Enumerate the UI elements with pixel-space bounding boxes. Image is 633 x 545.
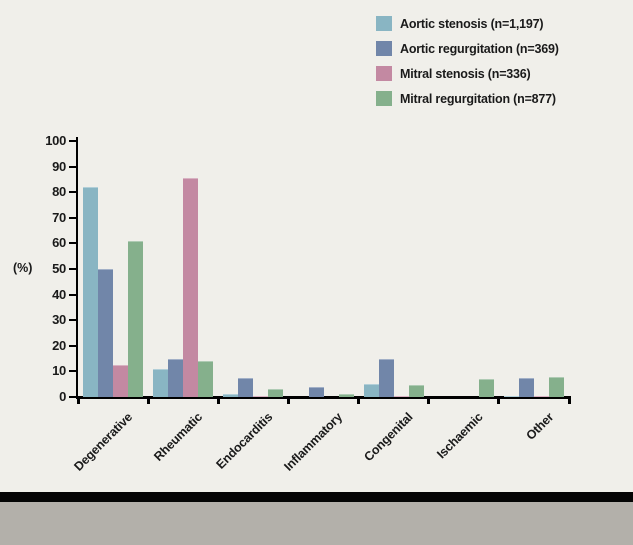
bar — [393, 395, 409, 397]
y-axis-tick — [69, 165, 76, 168]
bar — [83, 187, 99, 397]
x-axis-tick — [427, 396, 431, 404]
y-axis-tick — [69, 293, 76, 296]
bar — [478, 379, 494, 397]
y-axis-tick — [69, 370, 76, 373]
bar — [548, 376, 564, 397]
legend-label: Mitral stenosis (n=336) — [400, 66, 531, 81]
x-axis — [75, 396, 570, 399]
bar — [518, 377, 534, 397]
bar — [378, 358, 394, 397]
x-axis-category-label: Rheumatic — [151, 410, 206, 464]
bar — [338, 394, 354, 397]
bar — [408, 385, 424, 397]
y-axis-tick-label: 50 — [52, 261, 66, 276]
legend-label: Aortic stenosis (n=1,197) — [400, 16, 544, 31]
x-axis-category-label: Other — [523, 410, 556, 443]
bar — [308, 386, 324, 397]
x-axis-tick — [357, 396, 361, 404]
y-axis-tick-label: 100 — [45, 133, 66, 148]
bar — [363, 384, 379, 397]
bar — [113, 365, 129, 397]
y-axis-tick — [69, 140, 76, 142]
bar — [533, 395, 549, 397]
y-axis-tick-label: 10 — [52, 363, 66, 379]
y-axis-title: (%) — [13, 261, 33, 275]
x-axis-category-label: Endocarditis — [213, 410, 276, 472]
y-axis-tick — [69, 319, 76, 322]
bar — [238, 377, 254, 397]
y-axis-tick — [69, 242, 76, 245]
y-axis-tick-label: 70 — [52, 209, 66, 225]
bar — [198, 361, 214, 397]
x-axis-tick — [146, 396, 150, 404]
bar — [223, 394, 239, 397]
legend-swatch-icon — [376, 41, 392, 56]
y-axis-tick-label: 0 — [59, 389, 66, 404]
bar — [168, 358, 184, 397]
y-axis-tick — [69, 396, 76, 398]
x-axis-tick — [567, 396, 571, 404]
bar — [98, 269, 114, 397]
bar — [503, 395, 519, 397]
y-axis-tick-label: 20 — [52, 337, 66, 353]
bar — [183, 178, 199, 397]
y-axis-tick-label: 30 — [52, 312, 66, 328]
legend-item: Mitral regurgitation (n=877) — [376, 91, 556, 106]
y-axis — [75, 137, 78, 399]
x-axis-tick — [76, 396, 80, 404]
legend-swatch-icon — [376, 66, 392, 81]
x-axis-tick — [216, 396, 220, 404]
bar — [153, 368, 169, 397]
legend-item: Mitral stenosis (n=336) — [376, 66, 531, 81]
bar — [253, 395, 269, 397]
legend-item: Aortic stenosis (n=1,197) — [376, 16, 544, 31]
x-axis-category-label: Degenerative — [71, 410, 135, 474]
legend-label: Aortic regurgitation (n=369) — [400, 41, 559, 56]
legend-item: Aortic regurgitation (n=369) — [376, 41, 559, 56]
y-axis-tick-label: 40 — [52, 286, 66, 302]
y-axis-tick — [69, 191, 76, 194]
legend-swatch-icon — [376, 91, 392, 106]
x-axis-tick — [286, 396, 290, 404]
x-axis-category-label: Ischaemic — [434, 410, 486, 462]
y-axis-tick-label: 80 — [52, 184, 66, 200]
legend-label: Mitral regurgitation (n=877) — [400, 91, 556, 106]
y-axis-tick — [69, 344, 76, 347]
y-axis-tick — [69, 216, 76, 219]
y-axis-tick — [69, 268, 76, 270]
y-axis-tick-label: 60 — [52, 235, 66, 251]
x-axis-tick — [497, 396, 501, 404]
legend-swatch-icon — [376, 16, 392, 31]
y-axis-tick-label: 90 — [52, 158, 66, 174]
bar — [128, 240, 144, 397]
footer-rule — [0, 492, 633, 502]
footer-band: Redrawn from data in Iung10 — [0, 502, 633, 545]
x-axis-category-label: Inflammatory — [281, 410, 346, 474]
x-axis-category-label: Congenital — [361, 410, 416, 465]
bar — [268, 389, 284, 397]
